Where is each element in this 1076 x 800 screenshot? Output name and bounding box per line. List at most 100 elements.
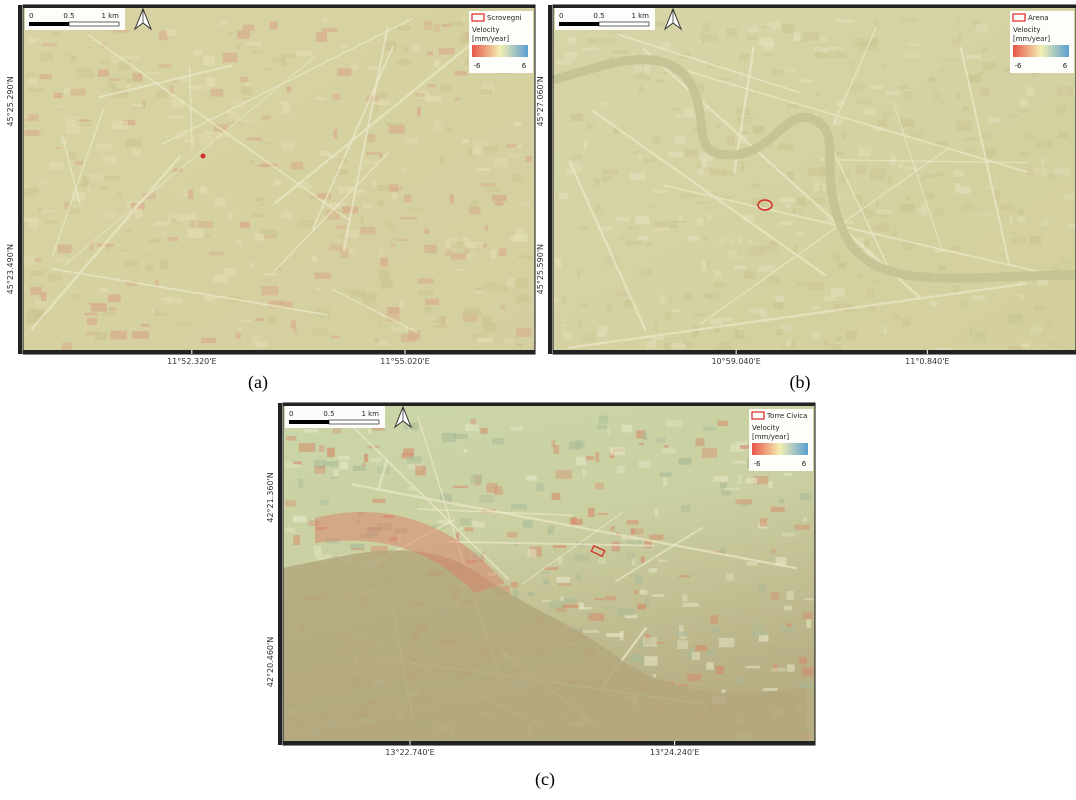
map-texture xyxy=(748,240,752,244)
map-texture xyxy=(214,197,226,205)
map-texture xyxy=(799,657,806,664)
map-texture xyxy=(831,47,844,49)
map-texture xyxy=(717,342,732,351)
map-texture xyxy=(281,212,291,218)
map-texture xyxy=(54,93,63,98)
map-texture xyxy=(557,60,572,65)
left-edge xyxy=(18,5,22,354)
map-texture xyxy=(427,317,437,321)
map-texture xyxy=(239,77,248,82)
map-texture xyxy=(963,202,973,210)
map-texture xyxy=(314,546,322,556)
map-texture xyxy=(199,134,212,143)
map-texture xyxy=(409,208,425,211)
map-texture xyxy=(395,239,410,241)
map-texture xyxy=(463,449,467,453)
map-texture xyxy=(379,250,383,258)
map-texture xyxy=(576,457,586,466)
map-texture xyxy=(401,334,415,343)
map-texture xyxy=(902,319,911,326)
map-texture xyxy=(454,269,465,271)
map-texture xyxy=(461,18,466,20)
map-texture xyxy=(101,155,116,161)
map-texture xyxy=(84,313,98,316)
map-texture xyxy=(587,123,594,130)
map-texture xyxy=(798,208,804,213)
map-texture xyxy=(144,72,160,74)
map-texture xyxy=(256,318,264,321)
map-texture xyxy=(117,191,122,197)
scale-label: 0.5 xyxy=(63,12,74,20)
map-texture xyxy=(304,429,319,432)
map-texture xyxy=(597,205,600,210)
map-texture xyxy=(481,428,488,434)
map-texture xyxy=(417,107,421,116)
map-texture xyxy=(154,309,168,316)
map-texture xyxy=(763,53,773,56)
map-texture xyxy=(43,43,57,46)
map-texture xyxy=(778,221,793,225)
map-texture xyxy=(543,580,549,585)
map-texture xyxy=(619,237,626,240)
map-texture xyxy=(75,161,83,165)
map-texture xyxy=(30,132,43,134)
map-texture xyxy=(970,327,973,336)
map-texture xyxy=(228,32,233,35)
map-texture xyxy=(434,24,439,32)
map-texture xyxy=(1061,261,1074,264)
map-texture xyxy=(783,473,792,476)
map-texture xyxy=(669,297,672,304)
map-texture xyxy=(104,176,121,181)
figure: 00.51 kmScrovegniVelocity[mm/year]-6645°… xyxy=(0,0,1076,800)
map-texture xyxy=(899,163,902,168)
map-texture xyxy=(695,645,707,651)
map-texture xyxy=(627,227,640,229)
map-texture xyxy=(101,187,107,189)
map-texture xyxy=(367,134,375,143)
map-texture xyxy=(802,667,815,676)
map-texture xyxy=(481,183,495,186)
map-texture xyxy=(753,562,757,566)
map-texture xyxy=(407,456,421,464)
map-texture xyxy=(299,443,316,452)
map-texture xyxy=(950,247,961,250)
map-texture xyxy=(386,123,401,126)
map-panel: 00.51 kmScrovegniVelocity[mm/year]-6645°… xyxy=(6,5,535,366)
map-texture xyxy=(615,217,629,221)
map-texture xyxy=(172,218,176,223)
map-texture xyxy=(185,139,196,143)
map-texture xyxy=(451,241,465,248)
map-texture xyxy=(441,84,452,92)
map-texture xyxy=(474,140,489,145)
map-texture xyxy=(405,138,419,145)
map-texture xyxy=(450,194,454,203)
map-texture xyxy=(492,195,507,201)
map-texture xyxy=(652,190,666,193)
legend-unit: [mm/year] xyxy=(752,433,789,441)
map-texture xyxy=(583,630,599,633)
map-texture xyxy=(683,294,692,301)
map-texture xyxy=(664,445,668,448)
map-texture xyxy=(24,112,30,119)
map-texture xyxy=(703,169,712,174)
map-texture xyxy=(298,478,303,487)
map-texture xyxy=(28,309,37,315)
map-texture xyxy=(237,30,250,38)
map-texture xyxy=(451,253,466,259)
map-texture xyxy=(786,623,791,627)
map-texture xyxy=(746,478,758,484)
map-texture xyxy=(665,312,672,321)
map-texture xyxy=(749,308,764,313)
map-texture xyxy=(378,317,388,327)
map-texture xyxy=(387,307,399,314)
map-texture xyxy=(786,69,797,72)
map-texture xyxy=(846,331,857,340)
map-texture xyxy=(27,88,44,92)
map-texture xyxy=(994,177,997,179)
map-texture xyxy=(362,203,372,208)
legend-max: 6 xyxy=(522,62,527,70)
map-texture xyxy=(753,623,764,628)
map-texture xyxy=(392,193,397,200)
map-texture xyxy=(583,48,599,51)
scale-label: 0.5 xyxy=(593,12,604,20)
